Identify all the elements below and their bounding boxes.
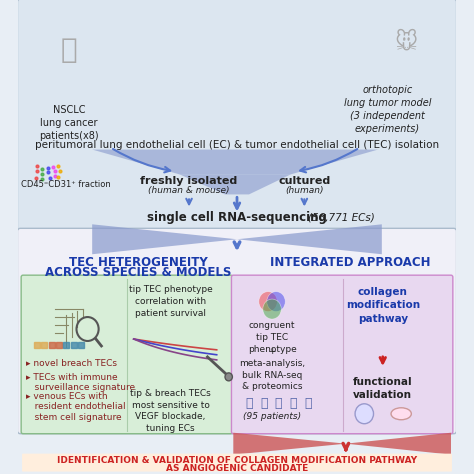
FancyBboxPatch shape (18, 0, 456, 234)
Text: 🐭: 🐭 (394, 31, 418, 53)
Text: AS ANGIOGENIC CANDIDATE: AS ANGIOGENIC CANDIDATE (166, 464, 308, 473)
FancyBboxPatch shape (18, 228, 456, 434)
Text: 👤: 👤 (260, 397, 267, 410)
Polygon shape (237, 224, 382, 254)
FancyBboxPatch shape (21, 275, 232, 434)
Text: (human): (human) (285, 186, 324, 195)
Polygon shape (92, 150, 378, 174)
FancyBboxPatch shape (231, 275, 453, 434)
Polygon shape (233, 433, 346, 455)
Text: (95 patients): (95 patients) (243, 412, 301, 421)
Text: 👤: 👤 (61, 36, 77, 64)
Text: tip TEC phenotype
correlation with
patient survival: tip TEC phenotype correlation with patie… (129, 285, 212, 318)
Text: TEC HETEROGENEITY: TEC HETEROGENEITY (69, 255, 208, 269)
Text: IDENTIFICATION & VALIDATION OF COLLAGEN MODIFICATION PATHWAY: IDENTIFICATION & VALIDATION OF COLLAGEN … (57, 456, 417, 465)
Text: tip & breach TECs
most sensitive to
VEGF blockade,
tuning ECs: tip & breach TECs most sensitive to VEGF… (130, 389, 211, 433)
Polygon shape (346, 433, 451, 455)
Text: 👤: 👤 (245, 397, 253, 410)
Text: +
meta-analysis,
bulk RNA-seq
& proteomics: + meta-analysis, bulk RNA-seq & proteomi… (239, 347, 305, 392)
Text: cultured: cultured (278, 176, 330, 186)
Circle shape (355, 404, 374, 424)
Text: ▸ novel breach TECs: ▸ novel breach TECs (26, 359, 117, 368)
Text: NSCLC
lung cancer
patients(x8): NSCLC lung cancer patients(x8) (39, 105, 99, 141)
Text: 👤: 👤 (275, 397, 282, 410)
Circle shape (259, 292, 277, 311)
Polygon shape (92, 224, 237, 254)
Text: (56,771 ECs): (56,771 ECs) (308, 212, 374, 222)
Text: ACROSS SPECIES & MODELS: ACROSS SPECIES & MODELS (45, 266, 231, 279)
Text: orthotopic
lung tumor model
(3 independent
experiments): orthotopic lung tumor model (3 independe… (344, 85, 431, 134)
Polygon shape (180, 174, 291, 194)
Circle shape (267, 292, 285, 311)
Circle shape (263, 299, 281, 319)
Text: ▸ TECs with immune
   surveillance signature: ▸ TECs with immune surveillance signatur… (26, 373, 135, 392)
Text: CD45⁼CD31⁺ fraction: CD45⁼CD31⁺ fraction (21, 180, 111, 189)
Text: (human & mouse): (human & mouse) (148, 186, 230, 195)
Ellipse shape (391, 408, 411, 420)
Text: collagen
modification
pathway: collagen modification pathway (346, 287, 420, 324)
Text: single cell RNA-sequencing: single cell RNA-sequencing (147, 211, 327, 224)
Text: ▸ venous ECs with
   resident endothelial
   stem cell signature: ▸ venous ECs with resident endothelial s… (26, 392, 126, 421)
FancyBboxPatch shape (22, 454, 452, 472)
Text: functional
validation: functional validation (353, 377, 412, 400)
Circle shape (225, 373, 232, 381)
Text: 👤: 👤 (304, 397, 312, 410)
Text: peritumoral lung endothelial cell (EC) & tumor endothelial cell (TEC) isolation: peritumoral lung endothelial cell (EC) &… (35, 139, 439, 150)
Text: 👤: 👤 (290, 397, 297, 410)
Text: congruent
tip TEC
phenotype: congruent tip TEC phenotype (248, 321, 296, 354)
Text: INTEGRATED APPROACH: INTEGRATED APPROACH (270, 255, 431, 269)
Text: freshly isolated: freshly isolated (140, 176, 237, 186)
